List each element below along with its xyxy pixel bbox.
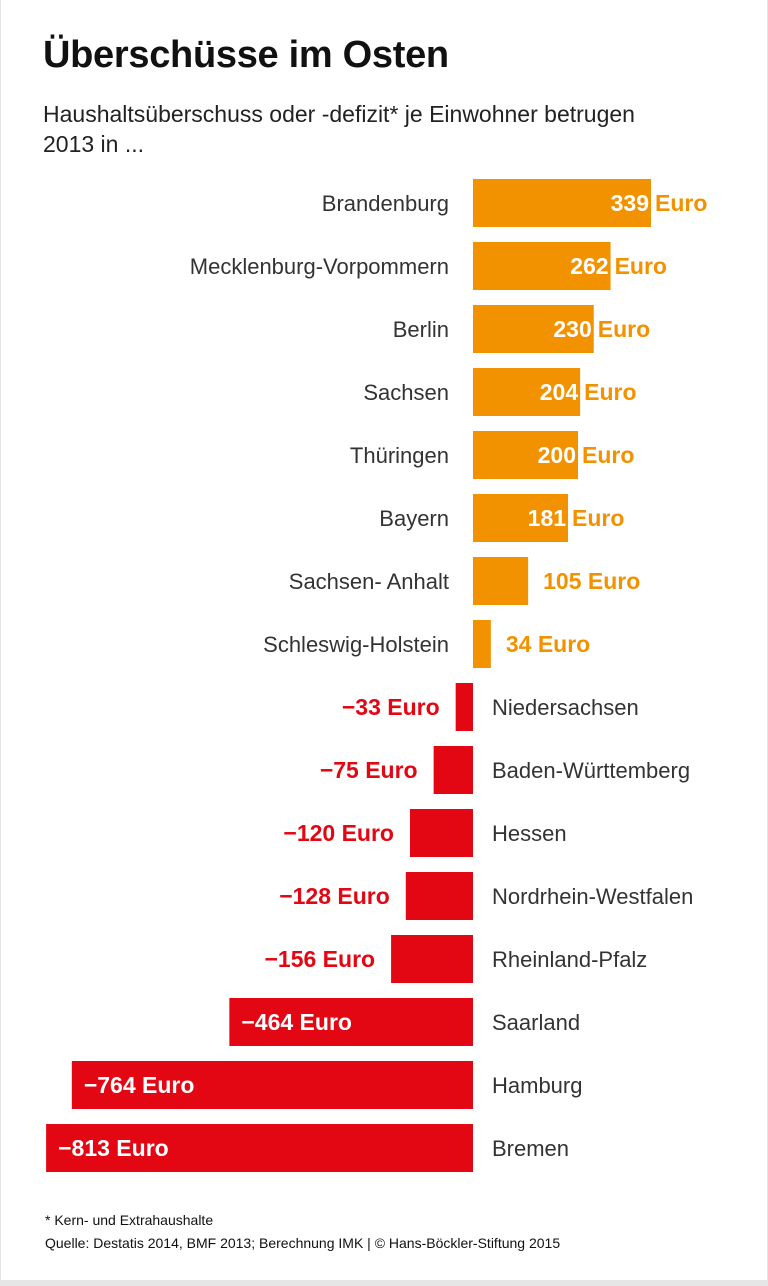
- chart-subtitle: Haushaltsüberschuss oder -defizit* je Ei…: [43, 101, 635, 157]
- category-label: Sachsen: [363, 380, 449, 405]
- data-label-value: 181: [528, 505, 567, 531]
- data-label-value: 262: [570, 253, 608, 279]
- bar-chart: Brandenburg 339 EuroMecklenburg-Vorpommern…: [46, 179, 707, 1172]
- bar: [433, 746, 473, 794]
- bar: [473, 620, 491, 668]
- data-label: −33 Euro: [342, 694, 440, 720]
- data-label-unit: Euro: [582, 442, 634, 468]
- category-label: Bremen: [492, 1136, 569, 1161]
- data-label-value: 204: [540, 379, 579, 405]
- bar: [46, 1124, 473, 1172]
- data-label-value: 230: [553, 316, 591, 342]
- category-label: Hessen: [492, 821, 567, 846]
- category-label: Bayern: [379, 506, 449, 531]
- category-label: Thüringen: [350, 443, 449, 468]
- bar: [455, 683, 473, 731]
- bar: [409, 809, 473, 857]
- category-label: Schleswig-Holstein: [263, 632, 449, 657]
- bar: [473, 494, 569, 542]
- bar: [473, 179, 651, 227]
- category-label: Brandenburg: [322, 191, 449, 216]
- bar: [391, 935, 473, 983]
- data-label: −813 Euro: [58, 1135, 169, 1161]
- data-label-unit: Euro: [655, 190, 707, 216]
- data-label: −120 Euro: [283, 820, 394, 846]
- data-label-unit: Euro: [615, 253, 667, 279]
- data-label: −75 Euro: [320, 757, 418, 783]
- category-label: Baden-Württemberg: [492, 758, 690, 783]
- bar: [473, 242, 611, 290]
- category-label: Mecklenburg-Vorpommern: [190, 254, 449, 279]
- data-label-unit: Euro: [572, 505, 624, 531]
- chart-title: Überschüsse im Osten: [43, 34, 449, 76]
- data-label-value: 200: [538, 442, 576, 468]
- data-label: −128 Euro: [279, 883, 390, 909]
- bar: [229, 998, 473, 1046]
- category-label: Nordrhein-Westfalen: [492, 884, 693, 909]
- data-label: −464 Euro: [241, 1009, 352, 1035]
- data-label-unit: Euro: [598, 316, 650, 342]
- data-label: 34 Euro: [506, 631, 590, 657]
- bar: [71, 1061, 473, 1109]
- bar: [473, 368, 581, 416]
- category-label: Hamburg: [492, 1073, 582, 1098]
- category-label: Berlin: [393, 317, 449, 342]
- category-label: Sachsen- Anhalt: [289, 569, 449, 594]
- data-label: 105 Euro: [543, 568, 640, 594]
- bar: [405, 872, 473, 920]
- bar: [473, 557, 529, 605]
- footnote: * Kern- und Extrahaushalte: [45, 1212, 214, 1228]
- bar: [473, 431, 579, 479]
- source-note: Quelle: Destatis 2014, BMF 2013; Berechn…: [45, 1235, 561, 1251]
- category-label: Saarland: [492, 1010, 580, 1035]
- bar: [473, 305, 594, 353]
- data-label-value: 339: [611, 190, 649, 216]
- data-label: −156 Euro: [264, 946, 375, 972]
- data-label-unit: Euro: [584, 379, 636, 405]
- category-label: Niedersachsen: [492, 695, 639, 720]
- data-label: −764 Euro: [84, 1072, 195, 1098]
- category-label: Rheinland-Pfalz: [492, 947, 647, 972]
